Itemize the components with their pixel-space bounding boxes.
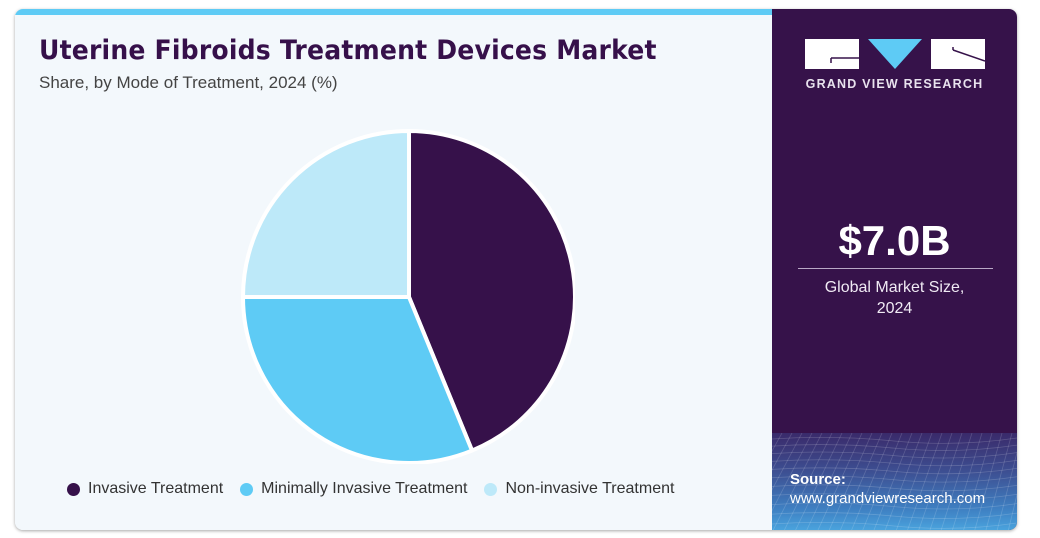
source-label: Source:	[790, 471, 846, 488]
chart-title: Uterine Fibroids Treatment Devices Marke…	[39, 35, 657, 66]
legend-label: Invasive Treatment	[88, 480, 224, 497]
market-size-label: Global Market Size, 2024	[772, 277, 1017, 319]
legend-swatch-non-invasive	[484, 482, 498, 496]
legend-swatch-minimally-invasive	[240, 482, 254, 496]
brand-name: GRAND VIEW RESEARCH	[805, 77, 984, 91]
legend-item-non-invasive: Non-invasive Treatment	[484, 480, 674, 498]
chart-legend: Invasive Treatment Minimally Invasive Tr…	[67, 480, 691, 498]
accent-bar	[15, 9, 772, 15]
source-url[interactable]: www.grandviewresearch.com	[790, 490, 986, 507]
pie-slice-non-invasive	[241, 129, 411, 299]
legend-swatch-invasive	[67, 482, 80, 496]
pie-slice-invasive	[407, 129, 575, 453]
source-box: Source: www.grandviewresearch.com	[772, 433, 1017, 530]
grand-view-research-logo	[805, 39, 985, 69]
divider	[798, 268, 993, 269]
market-size-label-line1: Global Market Size,	[824, 279, 965, 296]
chart-panel: Uterine Fibroids Treatment Devices Marke…	[15, 9, 772, 530]
summary-panel: GRAND VIEW RESEARCH $7.0B Global Market …	[772, 9, 1017, 530]
chart-subtitle: Share, by Mode of Treatment, 2024 (%)	[39, 73, 338, 92]
pie-chart	[241, 129, 575, 464]
market-size-value: $7.0B	[838, 217, 951, 264]
legend-item-invasive: Invasive Treatment	[67, 480, 223, 498]
legend-label: Non-invasive Treatment	[505, 480, 675, 497]
infographic-card: Uterine Fibroids Treatment Devices Marke…	[15, 9, 1017, 530]
legend-label: Minimally Invasive Treatment	[261, 480, 468, 497]
pie-slice-minimally-invasive	[241, 295, 475, 464]
legend-item-minimally-invasive: Minimally Invasive Treatment	[240, 480, 467, 498]
market-size-label-line2: 2024	[876, 300, 913, 317]
grid-mesh-decoration	[772, 433, 1017, 530]
